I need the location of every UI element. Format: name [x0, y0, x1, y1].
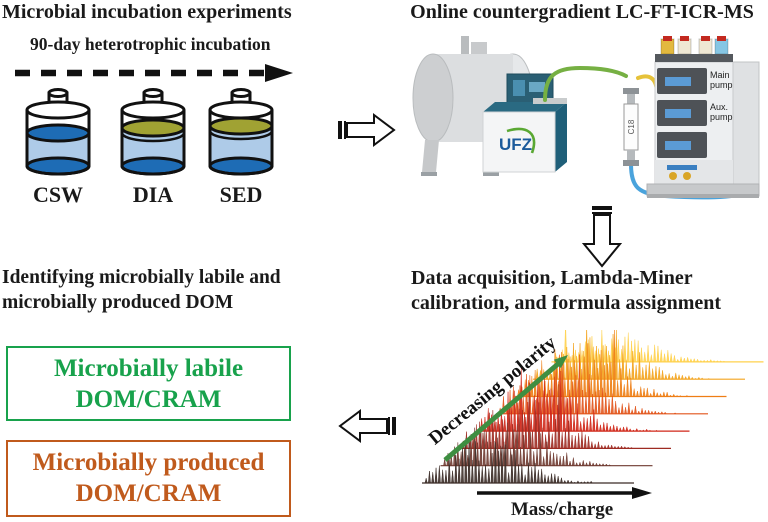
- ufz-logo-swoosh-icon: [506, 127, 536, 154]
- aux-pump-label-line1: Aux.: [710, 102, 728, 112]
- data-acquisition-title-line1: Data acquisition, Lambda-Miner: [411, 267, 693, 289]
- lc-ft-icr-ms-illustration: UFZ C18: [412, 36, 760, 200]
- jar-icon-dia: [120, 88, 186, 176]
- microbially-labile-line2: DOM/CRAM: [75, 386, 222, 413]
- identification-title-line2: microbially produced DOM: [2, 291, 234, 313]
- ufz-logo: UFZ: [499, 135, 532, 154]
- jar-icon-sed: [208, 88, 274, 176]
- jar-label-csw: CSW: [32, 182, 84, 207]
- decreasing-polarity-arrow-icon: [443, 355, 568, 462]
- identification-title-line1: Identifying microbially labile and: [2, 267, 281, 288]
- microbially-labile-line1: Microbially labile: [53, 355, 244, 382]
- incubation-timeline-dashed-arrow-icon: [15, 64, 293, 82]
- main-pump-label-line2: pump: [710, 80, 733, 90]
- mass-spectra-traces: [422, 330, 764, 484]
- microbially-produced-line2: DOM/CRAM: [75, 480, 222, 507]
- microbially-produced-line1: Microbially produced: [32, 449, 265, 476]
- jar-icon-csw: [25, 88, 91, 176]
- mass-charge-axis-arrow-icon: [477, 487, 652, 499]
- hplc-stack-icon: Main pump Aux. pump: [646, 36, 760, 198]
- data-acquisition-title: Data acquisition, Lambda-Miner calibrati…: [411, 266, 721, 316]
- c18-column-icon: C18: [623, 88, 639, 166]
- microbially-produced-box: Microbially produced DOM/CRAM: [6, 440, 291, 517]
- spectra-cascade: Decreasing polarity: [422, 330, 764, 484]
- main-pump-label-line1: Main: [710, 70, 730, 80]
- incubation-panel-title: Microbial incubation experiments: [2, 1, 292, 23]
- c18-column-label: C18: [627, 119, 636, 134]
- mass-charge-axis-label: Mass/charge: [510, 499, 614, 520]
- incubation-subtitle: 90-day heterotrophic incubation: [30, 34, 271, 54]
- identification-title: Identifying microbially labile and micro…: [2, 266, 281, 315]
- aux-pump-label-line2: pump: [710, 112, 733, 122]
- jar-label-sed: SED: [219, 182, 263, 207]
- lcms-panel-title: Online countergradient LC-FT-ICR-MS: [410, 1, 754, 23]
- data-acquisition-title-line2: calibration, and formula assignment: [411, 292, 722, 314]
- flow-arrow-down-icon: [581, 206, 623, 268]
- flow-arrow-right-icon: [338, 113, 396, 147]
- flow-arrow-left-icon: [338, 409, 396, 443]
- microbially-labile-box: Microbially labile DOM/CRAM: [6, 346, 291, 421]
- jar-label-dia: DIA: [132, 182, 174, 207]
